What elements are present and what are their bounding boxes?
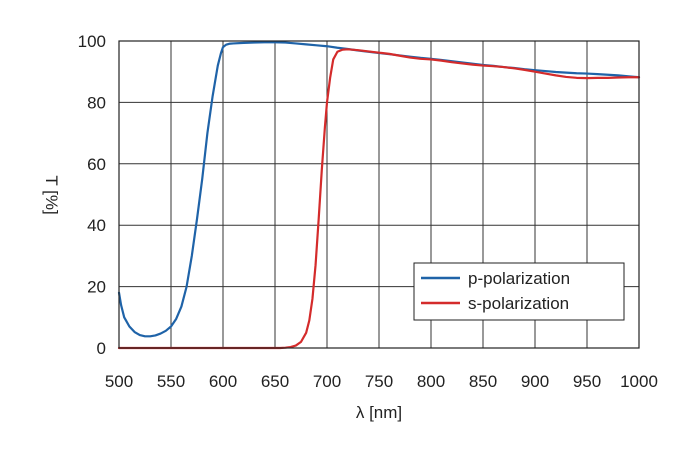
x-tick-label-950: 950: [573, 372, 601, 391]
legend-label-p-polarization: p-polarization: [468, 269, 570, 288]
y-tick-label-0: 0: [97, 339, 106, 358]
series-group: [117, 41, 641, 350]
x-tick-label-500: 500: [105, 372, 133, 391]
x-tick-label-600: 600: [209, 372, 237, 391]
x-tick-label-650: 650: [261, 372, 289, 391]
y-tick-label-80: 80: [87, 93, 106, 112]
y-axis-title: T [%]: [42, 175, 61, 214]
x-axis-title: λ [nm]: [356, 403, 402, 422]
y-tick-label-100: 100: [78, 32, 106, 51]
plot-border: [118, 40, 640, 349]
x-tick-label-750: 750: [365, 372, 393, 391]
x-tick-label-550: 550: [157, 372, 185, 391]
legend-box: [413, 262, 625, 321]
y-tick-label-60: 60: [87, 155, 106, 174]
x-tick-label-700: 700: [313, 372, 341, 391]
x-tick-label-1000: 1000: [620, 372, 658, 391]
y-tick-label-40: 40: [87, 216, 106, 235]
y-tick-label-20: 20: [87, 278, 106, 297]
x-tick-label-800: 800: [417, 372, 445, 391]
series-line-s-polarization: [117, 48, 641, 350]
x-tick-label-850: 850: [469, 372, 497, 391]
x-tick-label-900: 900: [521, 372, 549, 391]
x-tick-labels: 500 550 600 650 700 750 800 850 900 950 1000: [105, 372, 658, 391]
legend-label-s-polarization: s-polarization: [468, 294, 569, 313]
plot-frame: [118, 40, 640, 349]
legend: p-polarization s-polarization: [413, 262, 625, 321]
y-tick-labels: 0 20 40 60 80 100: [78, 32, 106, 358]
